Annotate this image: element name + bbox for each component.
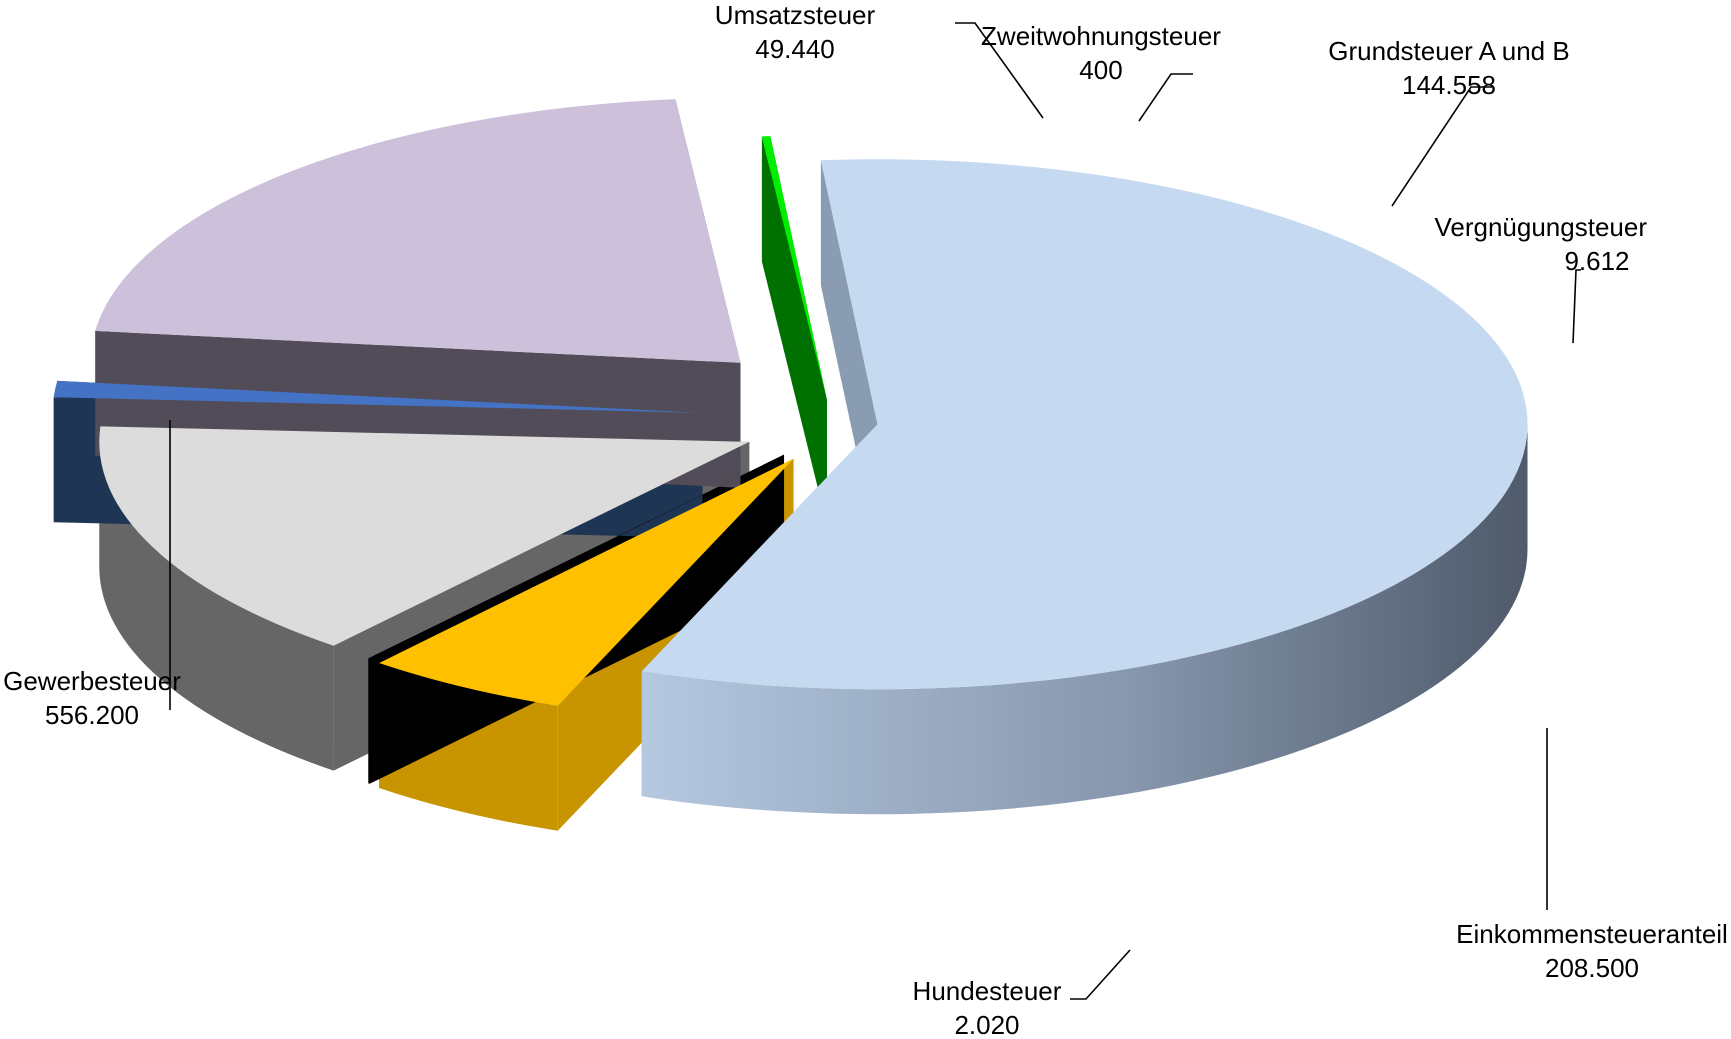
leader-vergnuegungsteuer bbox=[1572, 269, 1581, 344]
label-umsatzsteuer: Umsatzsteuer bbox=[715, 0, 876, 30]
leader-grundsteuer-a-und-b bbox=[1391, 86, 1494, 207]
slice-umsatzsteuer bbox=[379, 458, 794, 706]
value-einkommensteueranteil: 208.500 bbox=[1545, 953, 1639, 983]
value-gewerbesteuer: 556.200 bbox=[45, 700, 139, 730]
slice-einkommensteueranteil bbox=[95, 99, 741, 363]
slice-gewerbesteuer bbox=[641, 159, 1528, 690]
label-zweitwohnungsteuer: Zweitwohnungsteuer bbox=[981, 21, 1221, 51]
slice-wall-gewerbesteuer-0 bbox=[641, 424, 1528, 815]
label-grundsteuer-a-und-b: Grundsteuer A und B bbox=[1328, 36, 1569, 66]
leader-lines bbox=[169, 22, 1581, 1000]
label-gewerbesteuer: Gewerbesteuer bbox=[3, 666, 181, 696]
slice-wall-grundsteuer-a-und-b-0 bbox=[99, 441, 334, 771]
value-umsatzsteuer: 49.440 bbox=[755, 34, 835, 64]
slice-wall-zweitwohnungsteuer-0 bbox=[368, 658, 370, 784]
slice-hundesteuer bbox=[761, 136, 828, 401]
slice-tops bbox=[53, 99, 1528, 706]
slice-vergnuegungsteuer bbox=[53, 380, 703, 413]
label-hundesteuer: Hundesteuer bbox=[913, 976, 1062, 1006]
leader-zweitwohnungsteuer bbox=[1138, 73, 1193, 122]
label-vergnuegungsteuer: Vergnügungsteuer bbox=[1434, 212, 1647, 242]
value-grundsteuer-a-und-b: 144.558 bbox=[1402, 70, 1496, 100]
value-hundesteuer: 2.020 bbox=[954, 1010, 1019, 1039]
slice-grundsteuer-a-und-b bbox=[99, 426, 750, 646]
value-zweitwohnungsteuer: 400 bbox=[1079, 55, 1122, 85]
leader-hundesteuer bbox=[1070, 949, 1131, 1000]
slice-face-hundesteuer-1 bbox=[770, 136, 828, 526]
value-vergnuegungsteuer: 9.612 bbox=[1564, 246, 1629, 276]
label-einkommensteueranteil: Einkommensteueranteil bbox=[1456, 919, 1728, 949]
slice-labels: Gewerbesteuer 556.200 Umsatzsteuer 49.440 Zw… bbox=[3, 0, 1728, 1039]
leader-umsatzsteuer bbox=[955, 22, 1044, 119]
slice-zweitwohnungsteuer bbox=[368, 454, 785, 659]
